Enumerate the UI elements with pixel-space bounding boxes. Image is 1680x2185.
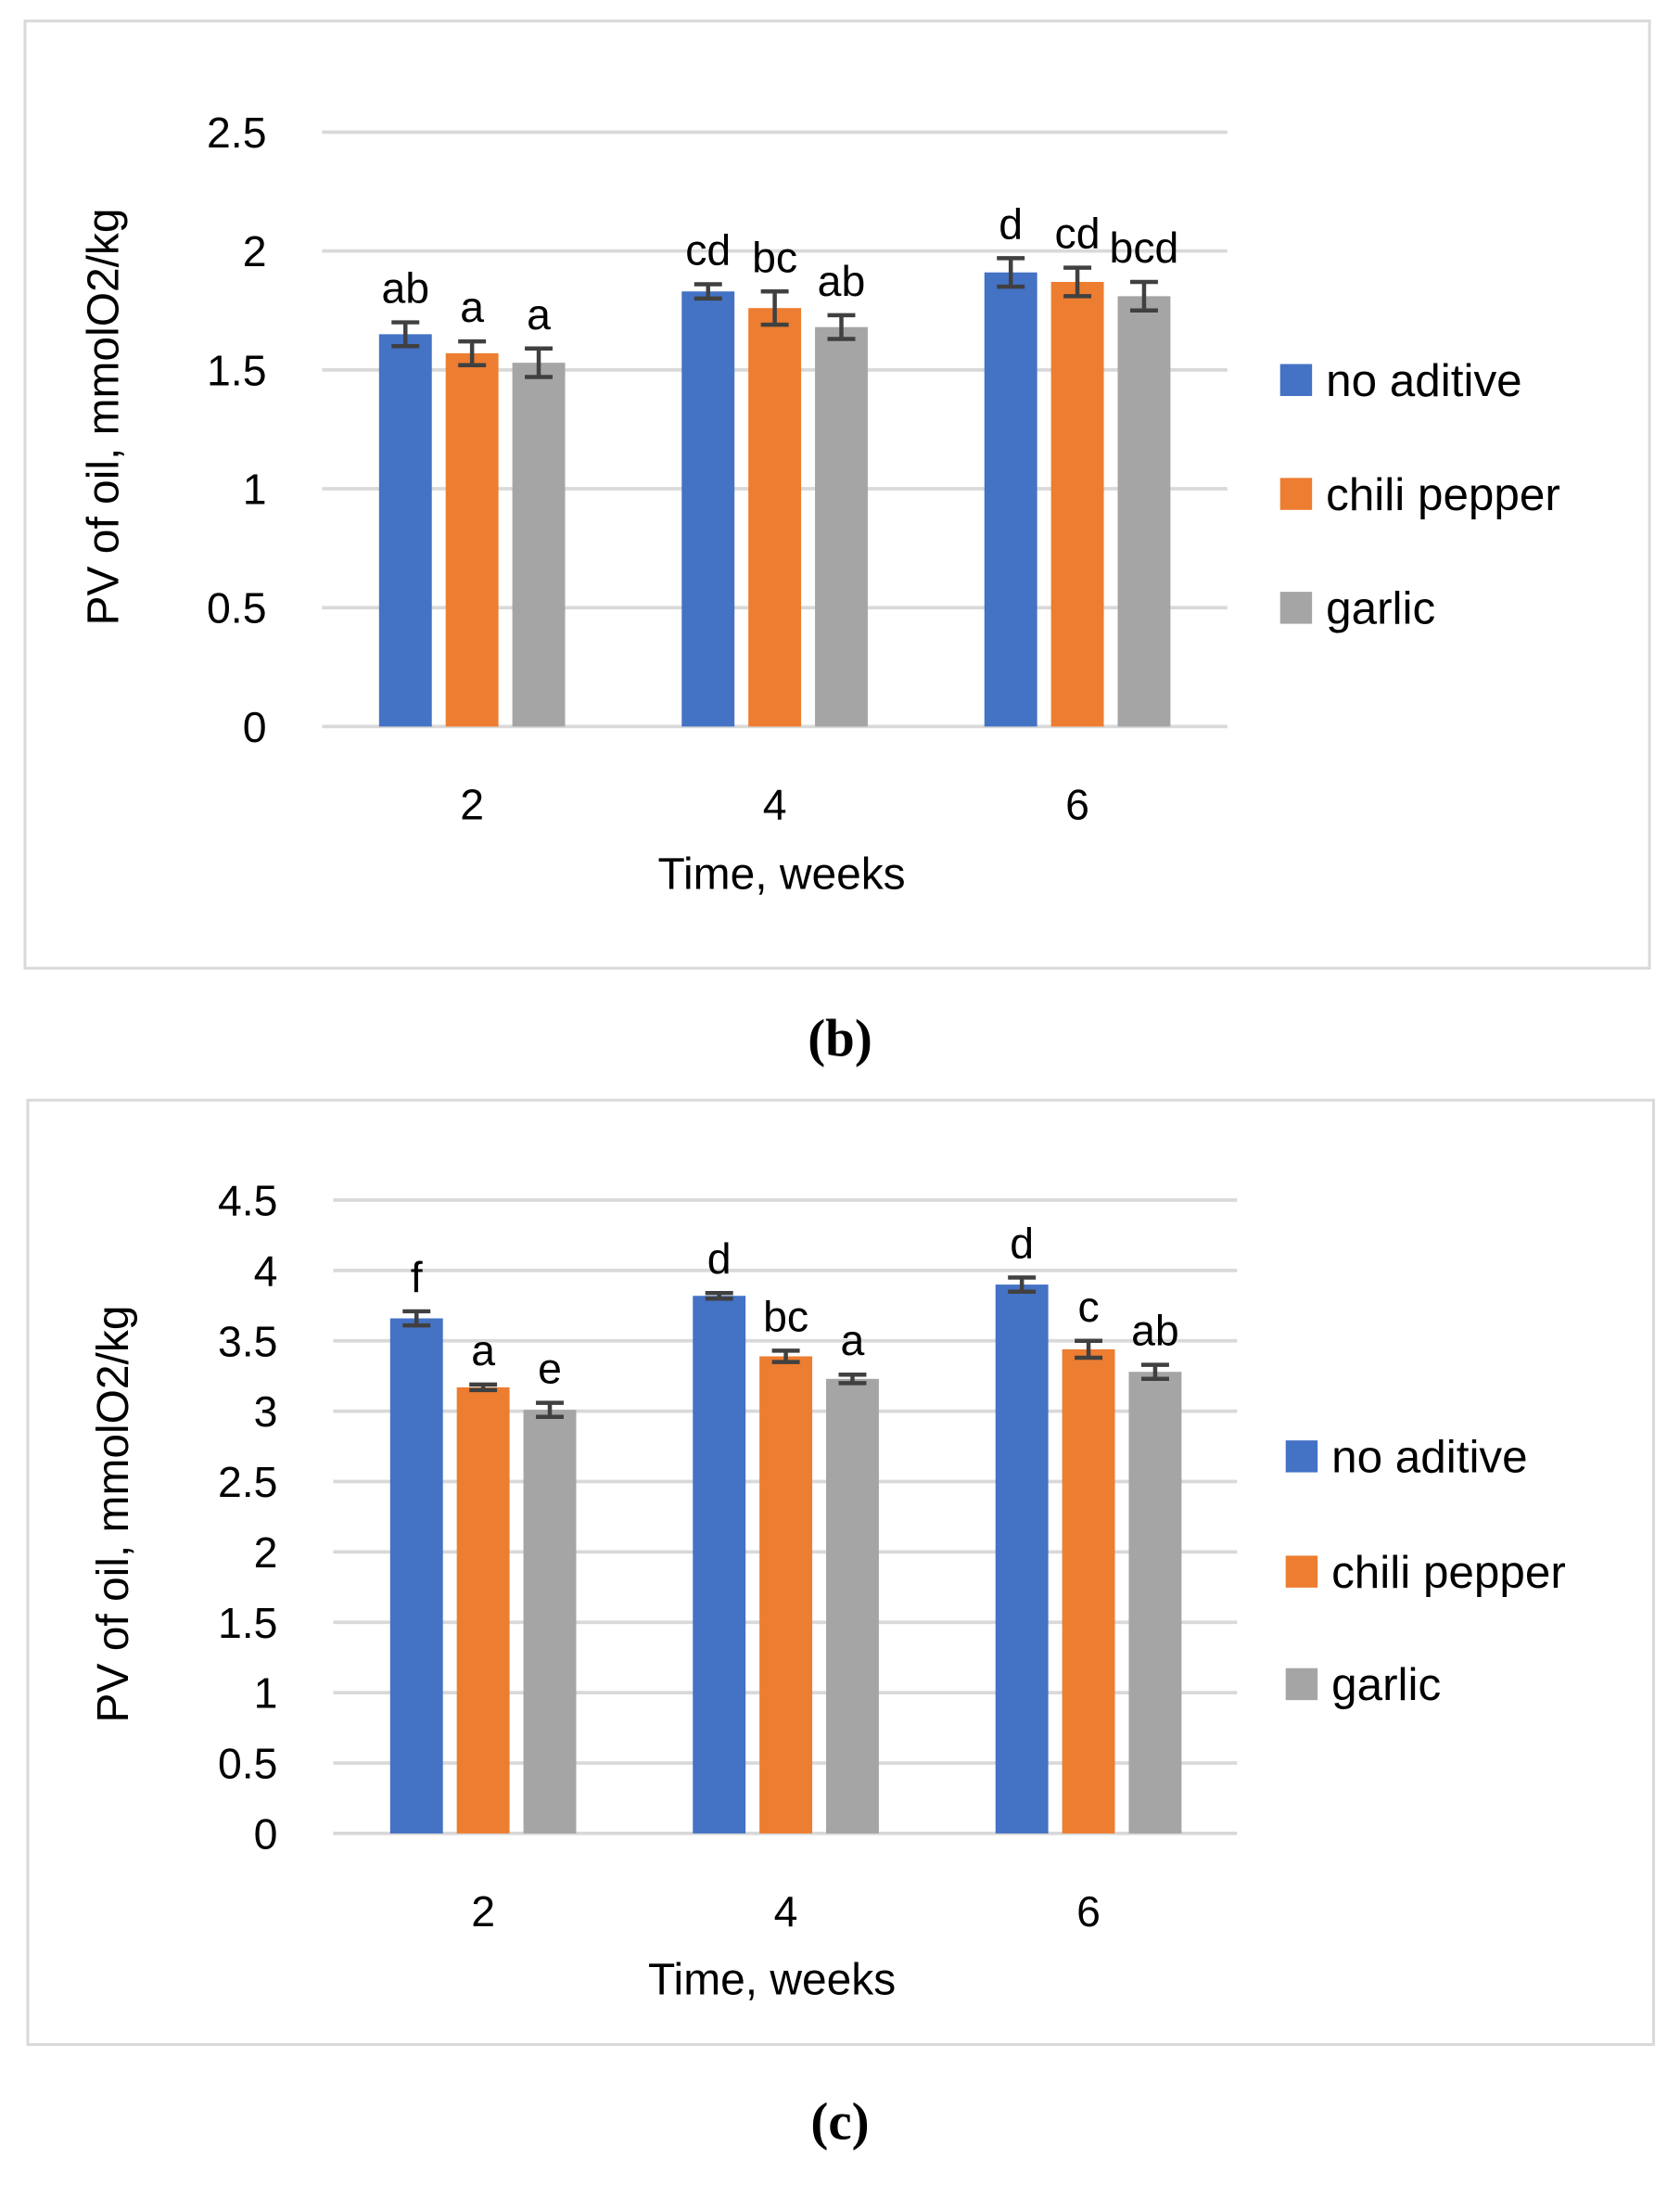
significance-letter: d: [707, 1234, 732, 1283]
legend-label: garlic: [1331, 1659, 1441, 1710]
significance-letter: cd: [685, 226, 731, 275]
caption-c: (c): [810, 2092, 869, 2151]
legend-swatch: [1285, 1555, 1318, 1588]
y-tick-label: 4: [254, 1246, 278, 1295]
y-tick-label: 0: [254, 1809, 278, 1858]
bar-no-aditive: [389, 1318, 443, 1834]
y-tick-label: 2: [254, 1528, 278, 1577]
x-axis-title: Time, weeks: [648, 1956, 896, 2005]
bar-no-aditive: [995, 1284, 1049, 1834]
bar-chili-pepper: [1050, 281, 1104, 727]
x-tick-label: 2: [471, 1887, 495, 1936]
significance-letter: ab: [1131, 1307, 1179, 1355]
bar-garlic: [815, 326, 868, 727]
y-tick-label: 0.5: [207, 584, 267, 632]
bar-chili-pepper: [456, 1386, 510, 1834]
bar-no-aditive: [378, 334, 432, 727]
bar-no-aditive: [681, 291, 735, 727]
significance-letter: bc: [763, 1292, 808, 1340]
significance-letter: f: [411, 1253, 423, 1301]
significance-letter: ab: [381, 264, 429, 313]
significance-letter: a: [527, 290, 551, 339]
significance-letter: e: [538, 1345, 562, 1393]
legend-label: chili pepper: [1326, 469, 1560, 520]
y-tick-label: 1: [254, 1669, 278, 1718]
significance-letter: d: [999, 199, 1023, 248]
x-tick-label: 4: [763, 781, 787, 829]
significance-letter: cd: [1055, 210, 1101, 258]
legend-label: chili pepper: [1331, 1547, 1566, 1598]
y-tick-label: 1: [243, 466, 267, 514]
legend-swatch: [1285, 1440, 1318, 1473]
y-tick-label: 0: [243, 703, 267, 751]
significance-letter: ab: [818, 257, 866, 305]
y-tick-label: 2.5: [218, 1458, 278, 1506]
bar-chili-pepper: [748, 308, 802, 727]
bar-no-aditive: [984, 272, 1037, 727]
bar-garlic: [512, 363, 566, 727]
x-tick-label: 6: [1076, 1887, 1101, 1936]
y-tick-label: 1.5: [207, 346, 267, 394]
x-tick-label: 4: [774, 1887, 798, 1936]
legend-swatch: [1279, 592, 1313, 624]
bar-garlic: [1117, 296, 1171, 727]
x-tick-label: 6: [1065, 781, 1089, 829]
y-tick-label: 0.5: [218, 1740, 278, 1788]
y-tick-label: 2.5: [207, 109, 267, 157]
legend-swatch: [1279, 478, 1313, 510]
y-tick-label: 3: [254, 1387, 278, 1436]
significance-letter: a: [841, 1316, 865, 1364]
legend-swatch: [1279, 364, 1313, 396]
x-tick-label: 2: [460, 781, 484, 829]
significance-letter: a: [460, 283, 484, 331]
bar-chili-pepper: [1062, 1348, 1115, 1834]
significance-letter: a: [471, 1326, 495, 1374]
bar-garlic: [826, 1378, 879, 1834]
y-tick-label: 2: [243, 227, 267, 275]
significance-letter: bc: [752, 233, 797, 281]
legend-swatch: [1285, 1668, 1318, 1701]
bar-chili-pepper: [445, 352, 499, 727]
y-tick-label: 4.5: [218, 1177, 278, 1225]
y-axis-title: PV of oil, mmolO2/kg: [89, 1306, 138, 1723]
significance-letter: bcd: [1110, 224, 1179, 272]
x-axis-title: Time, weeks: [658, 850, 906, 900]
bar-no-aditive: [693, 1296, 746, 1834]
y-tick-label: 1.5: [218, 1599, 278, 1647]
significance-letter: c: [1077, 1283, 1099, 1331]
bar-chili-pepper: [759, 1356, 813, 1834]
bar-garlic: [1128, 1372, 1182, 1834]
bar-garlic: [523, 1410, 577, 1834]
caption-b: (b): [808, 1009, 872, 1067]
legend-label: no aditive: [1326, 355, 1522, 406]
y-tick-label: 3.5: [218, 1317, 278, 1365]
legend-label: no aditive: [1331, 1432, 1528, 1483]
legend-label: garlic: [1326, 583, 1435, 634]
y-axis-title: PV of oil, mmolO2/kg: [79, 208, 128, 625]
significance-letter: d: [1010, 1220, 1034, 1268]
